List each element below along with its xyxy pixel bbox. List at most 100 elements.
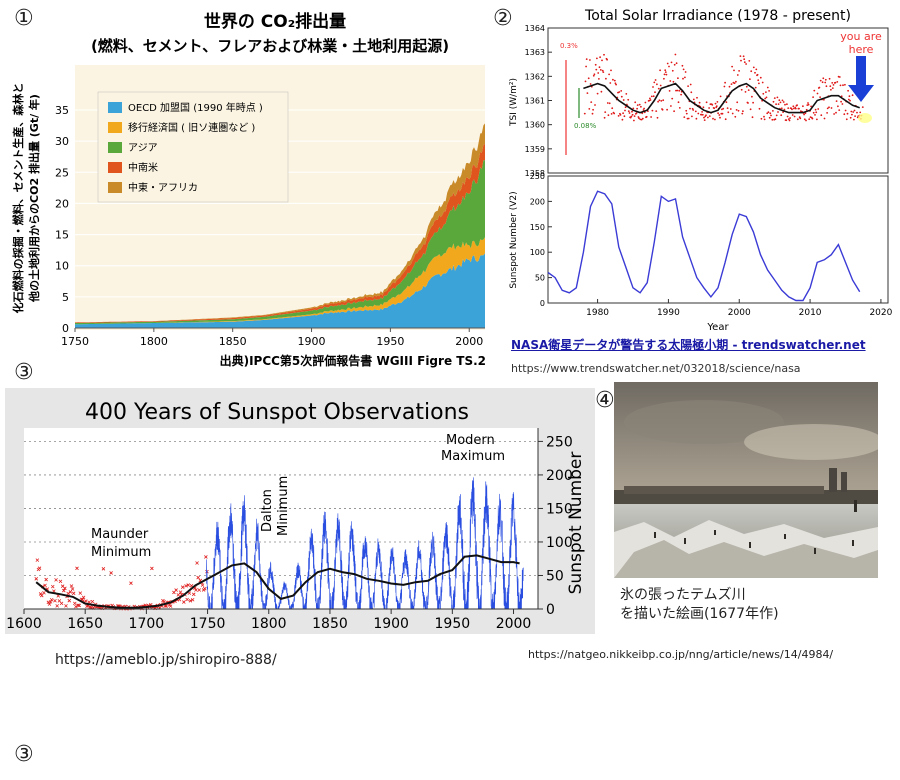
tsi-point [775,103,777,106]
chart-title: 世界の CO₂排出量 [204,11,346,32]
tsi-point [805,108,808,111]
tsi-point [586,92,589,94]
tsi-point [737,109,740,112]
tsi-tick-label: 1360 [525,121,545,130]
tsi-point [736,101,739,104]
monthly-sunspot-line [206,477,524,611]
tsi-point [755,68,758,71]
tsi-point [630,115,633,118]
tsi-point [642,109,645,111]
tsi-point [844,83,846,86]
tsi-point [846,112,849,115]
area-series-1 [75,253,485,328]
tsi-point [729,108,732,110]
tsi-point [588,108,591,110]
tsi-point [777,111,779,113]
tsi-point [644,101,647,104]
tsi-point [771,118,774,121]
tsi-point [612,78,614,81]
maunder-observation-mark [55,604,59,608]
tsi-point [593,73,596,76]
tsi-point [814,108,817,111]
tsi-point [641,117,644,120]
maunder-observation-mark [180,585,185,589]
tsi-point [596,92,599,95]
tsi-point [751,95,753,98]
tsi-point [597,72,600,74]
tsi-point [633,119,635,122]
sunspot-tick-label: 150 [530,223,545,232]
sunspot-axis-label: Sunspot Number (V2) [509,191,519,288]
maunder-observation-mark [191,592,196,597]
tsi-point [682,77,684,80]
maunder-observation-mark [61,588,66,593]
y-tick-label: 0 [546,602,555,618]
tsi-point [849,116,852,119]
tsi-point [683,116,686,118]
tsi-point [730,83,733,85]
tsi-point [709,103,712,106]
tsi-point [838,76,841,78]
tsi-point [742,55,745,58]
tsi-point [727,111,730,114]
tsi-point [632,107,635,110]
tsi-point [781,99,784,102]
maunder-observation-mark [78,591,83,595]
source-link[interactable]: NASA衛星データが警告する太陽極小期 - trendswatcher.net [511,338,866,352]
tsi-point [628,112,631,114]
tsi-point [749,108,752,111]
tsi-point [844,109,847,112]
tsi-point [638,103,641,106]
tsi-point [670,61,673,64]
you-are-here-label: you are here [840,30,882,56]
tsi-point [835,100,838,102]
tsi-point [692,98,695,101]
tsi-point [656,83,658,86]
tsi-point [599,69,602,71]
tsi-point [701,113,704,116]
tsi-point [805,119,807,122]
x-tick-label: 1900 [373,616,409,632]
tsi-point [694,110,697,113]
tsi-point [672,80,675,83]
source-url: https://ameblo.jp/shiropiro-888/ [55,652,277,668]
tsi-point [829,85,832,88]
tsi-point [768,116,771,119]
tsi-point [766,112,769,115]
y-tick-label: 35 [55,104,69,117]
tsi-point [610,69,612,72]
source-url: https://www.trendswatcher.net/032018/sci… [511,362,801,375]
tsi-point [585,58,588,60]
tsi-point [725,101,728,104]
annotation-modern: Modern [446,433,495,448]
x-tick-label: 1700 [129,616,165,632]
maunder-observation-mark [66,591,70,596]
tsi-point [838,109,841,111]
tsi-point [825,85,828,88]
tsi-point [832,84,835,86]
tsi-point [590,101,593,103]
tsi-point [749,78,751,80]
tsi-point [842,84,844,87]
tsi-point [761,81,764,84]
tsi-point [742,110,744,113]
tsi-point [666,62,669,65]
maunder-observation-mark [81,595,86,600]
tsi-point [620,95,623,98]
tsi-tick-label: 1363 [525,48,545,57]
tsi-point [775,114,778,117]
maunder-observation-mark [69,584,74,588]
tsi-point [687,85,689,87]
tsi-point [711,104,714,106]
tsi-point [722,107,725,110]
tsi-point [779,101,782,104]
x-tick-label: 1600 [6,616,42,632]
tsi-axis-label: TSI (W/m²) [509,78,519,127]
tsi-point [777,103,780,105]
tsi-point [785,119,788,122]
tsi-point [751,116,754,119]
tsi-point [733,82,736,85]
tsi-point [712,117,714,120]
tsi-point [816,92,819,95]
tsi-point [760,117,763,120]
